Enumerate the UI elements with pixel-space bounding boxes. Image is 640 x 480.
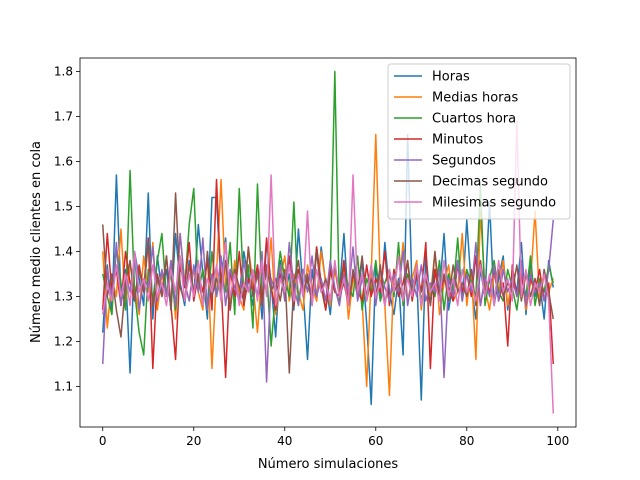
- x-tick-label: 60: [368, 434, 383, 448]
- x-tick-label: 40: [277, 434, 292, 448]
- y-tick-label: 1.1: [54, 380, 73, 394]
- y-tick-label: 1.3: [54, 290, 73, 304]
- series-layer: [102, 70, 554, 414]
- legend-label-1: Medias horas: [432, 91, 518, 106]
- y-tick-label: 1.4: [54, 245, 73, 259]
- legend-label-5: Decimas segundo: [432, 175, 548, 190]
- y-axis-label: Número medio clientes en cola: [29, 141, 44, 343]
- legend-label-4: Segundos: [432, 154, 496, 169]
- y-tick-label: 1.6: [54, 155, 73, 169]
- legend-label-6: Milesimas segundo: [432, 196, 556, 211]
- legend-box: [387, 63, 571, 220]
- series-line-6: [102, 120, 554, 414]
- y-tick-label: 1.2: [54, 335, 73, 349]
- x-axis-label: Número simulaciones: [258, 457, 399, 472]
- x-tick-label: 100: [546, 434, 569, 448]
- legend-label-0: Horas: [432, 70, 470, 85]
- x-tick-label: 0: [99, 434, 107, 448]
- x-axis: 0 20 40 60 80 100: [99, 427, 569, 448]
- y-axis: 1.1 1.2 1.3 1.4 1.5 1.6 1.7 1.8: [54, 65, 80, 394]
- y-tick-label: 1.7: [54, 110, 73, 124]
- y-tick-label: 1.8: [54, 65, 73, 79]
- x-tick-label: 80: [459, 434, 474, 448]
- legend: Horas Medias horas Cuartos hora Minutos Segu…: [387, 63, 571, 220]
- legend-label-3: Minutos: [432, 133, 483, 148]
- x-tick-label: 20: [186, 434, 201, 448]
- legend-label-2: Cuartos hora: [432, 112, 516, 127]
- y-tick-label: 1.5: [54, 200, 73, 214]
- plot-frame: [79, 57, 577, 428]
